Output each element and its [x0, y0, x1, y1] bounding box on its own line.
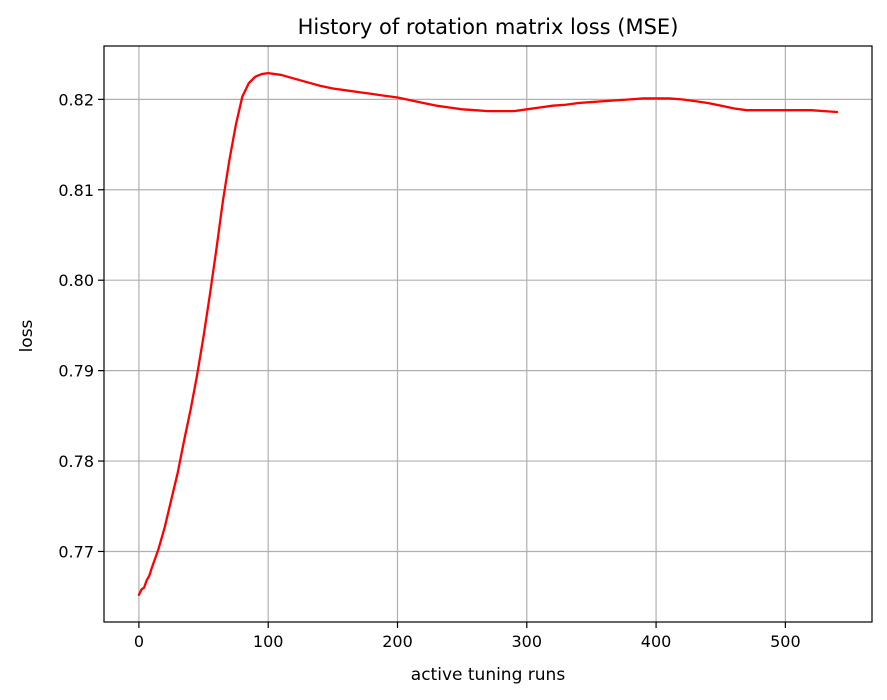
y-tick-label: 0.82 [58, 90, 94, 109]
grid-layer [104, 46, 872, 622]
x-tick-label: 500 [770, 632, 801, 651]
series-line [137, 71, 839, 597]
x-tick-label: 200 [382, 632, 413, 651]
y-tick-label: 0.79 [58, 362, 94, 381]
y-axis-label: loss [17, 319, 37, 352]
plot-frame [103, 45, 873, 623]
y-tick-label: 0.77 [58, 542, 94, 561]
x-tick-label: 300 [512, 632, 543, 651]
y-tick-label: 0.78 [58, 452, 94, 471]
tick-layer: 0 100 200 300 400 500 0.77 0.78 0.79 0.80 0.81 0.82 [58, 90, 800, 651]
x-tick-label: 100 [253, 632, 284, 651]
chart-title: History of rotation matrix loss (MSE) [298, 15, 679, 39]
y-tick-label: 0.80 [58, 271, 94, 290]
y-tick-label: 0.81 [58, 181, 94, 200]
x-tick-label: 400 [641, 632, 672, 651]
x-tick-label: 0 [134, 632, 144, 651]
x-axis-label: active tuning runs [411, 665, 566, 685]
